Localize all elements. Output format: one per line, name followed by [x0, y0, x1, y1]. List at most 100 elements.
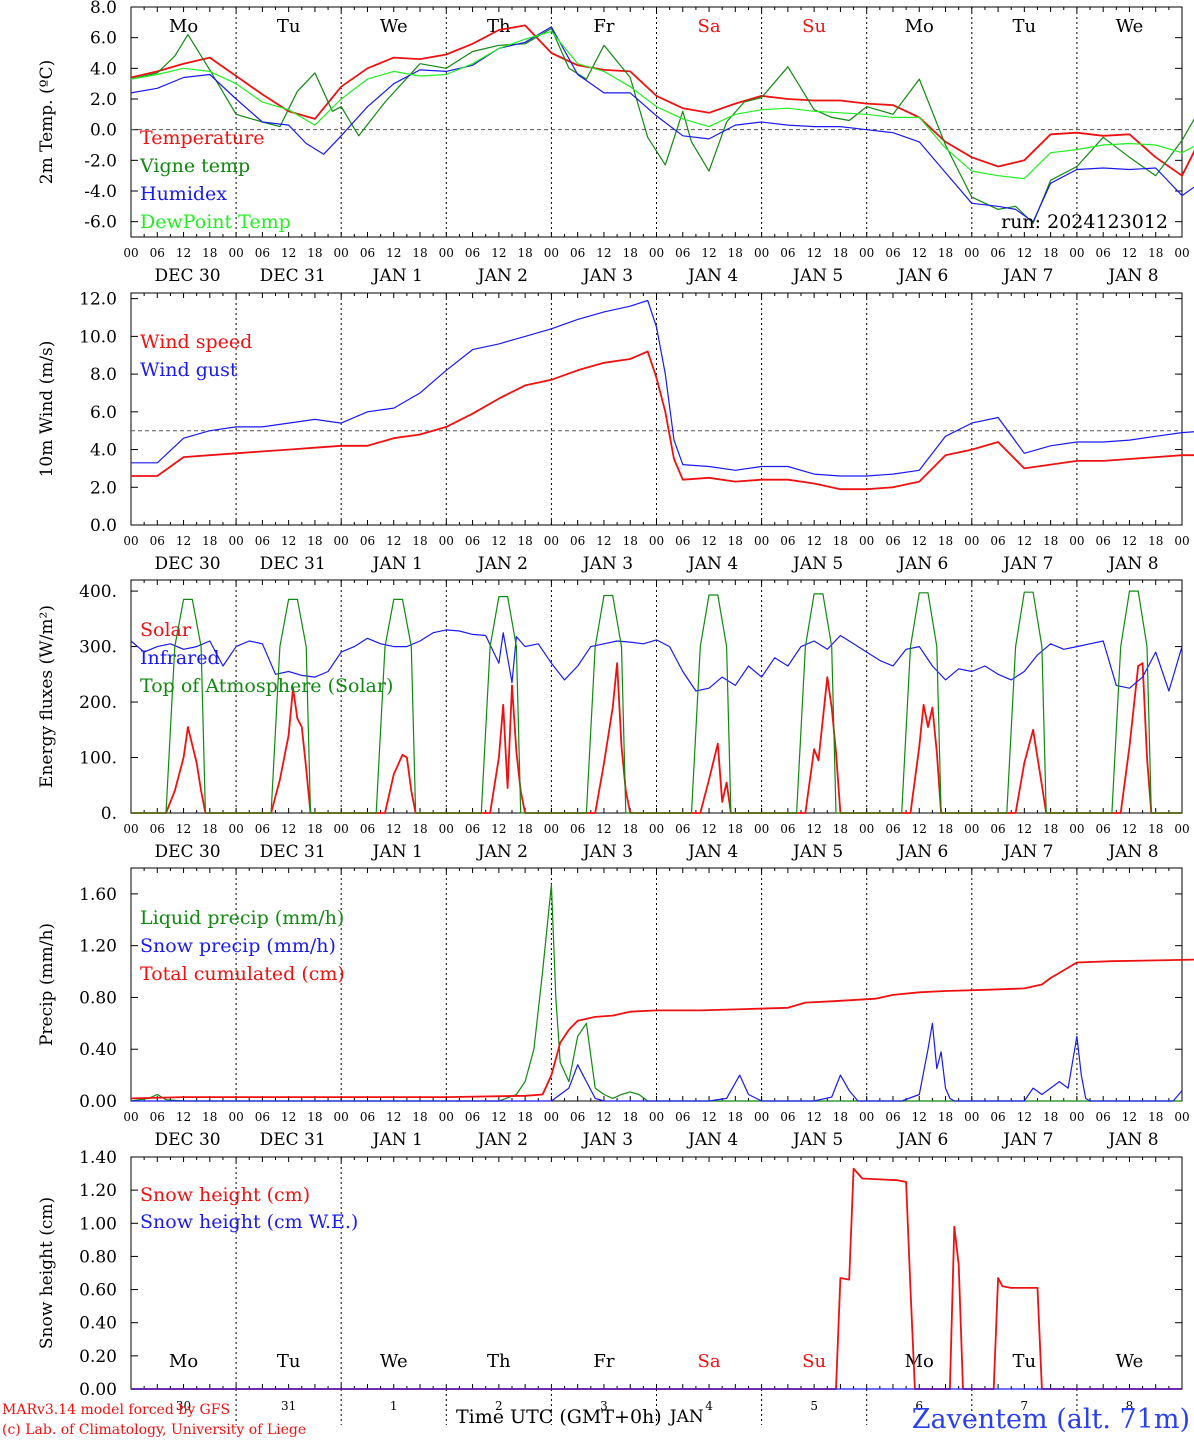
day-label: JAN 8 [1106, 266, 1158, 286]
hour-tick-label: 18 [728, 246, 743, 260]
legend-entry: Total cumulated (cm) [140, 963, 345, 985]
series-line-3 [131, 590, 1182, 814]
hour-tick-label: 06 [360, 822, 375, 836]
hour-tick-label: 12 [386, 822, 401, 836]
hour-tick-label: 00 [544, 822, 559, 836]
hour-tick-label: 12 [491, 534, 506, 548]
day-label: JAN 2 [476, 554, 528, 574]
hour-tick-label: 06 [990, 822, 1005, 836]
y-tick-label: 0.00 [79, 1380, 117, 1400]
series-line-4 [130, 30, 1194, 180]
time-axis-label: Time UTC (GMT+0h) [456, 1406, 662, 1428]
hour-tick-label: 06 [255, 246, 270, 260]
day-label: JAN 5 [791, 1130, 843, 1150]
hour-tick-label: 12 [491, 1110, 506, 1124]
day-number-label: 6 [915, 1399, 923, 1413]
hour-tick-label: 12 [912, 246, 927, 260]
station-name: Zaventem (alt. 71m) [912, 1404, 1190, 1435]
hour-tick-label: 18 [412, 1110, 427, 1124]
hour-tick-label: 12 [281, 534, 296, 548]
weekday-label: Mo [905, 16, 934, 37]
hour-tick-label: 00 [859, 822, 874, 836]
day-label: DEC 30 [155, 266, 221, 286]
y-tick-label: 6.0 [90, 403, 117, 423]
y-tick-label: 2.0 [90, 478, 117, 498]
hour-tick-label: 00 [649, 1110, 664, 1124]
hour-tick-label: 00 [123, 1110, 138, 1124]
y-tick-label: 8.0 [90, 365, 117, 385]
y-tick-label: 12.0 [79, 290, 117, 310]
day-label: JAN 3 [581, 1130, 633, 1150]
y-tick-label: 400. [79, 582, 117, 602]
hour-tick-label: 18 [1148, 822, 1163, 836]
hour-tick-label: 00 [228, 822, 243, 836]
y-tick-label: 0.40 [79, 1040, 117, 1060]
series-line-1 [131, 350, 1194, 491]
y-tick-label: 0. [101, 804, 117, 824]
hour-tick-label: 12 [807, 534, 822, 548]
hour-tick-label: 00 [1174, 246, 1189, 260]
weekday-label: Mo [169, 1351, 198, 1372]
y-tick-label: 1.20 [79, 1181, 117, 1201]
day-label: JAN 4 [686, 1130, 738, 1150]
hour-tick-label: 06 [570, 534, 585, 548]
hour-tick-label: 06 [150, 534, 165, 548]
day-label: JAN 8 [1106, 842, 1158, 862]
series-line-2 [130, 629, 1183, 692]
hour-tick-label: 00 [123, 822, 138, 836]
legend-entry: Wind gust [140, 359, 238, 381]
hour-tick-label: 12 [1017, 246, 1032, 260]
hour-tick-label: 06 [990, 534, 1005, 548]
day-label: JAN 3 [581, 842, 633, 862]
hour-tick-label: 06 [150, 822, 165, 836]
hour-tick-label: 06 [465, 822, 480, 836]
hour-tick-label: 00 [859, 246, 874, 260]
hour-tick-label: 12 [386, 1110, 401, 1124]
hour-tick-label: 06 [465, 246, 480, 260]
y-tick-label: 4.0 [90, 59, 117, 79]
hour-tick-label: 12 [807, 246, 822, 260]
hour-tick-label: 18 [307, 822, 322, 836]
hour-tick-label: 18 [202, 822, 217, 836]
day-label: JAN 7 [1001, 842, 1053, 862]
weekday-label: Th [487, 1351, 511, 1372]
y-tick-label: -2.0 [84, 151, 117, 171]
hour-tick-label: 00 [649, 534, 664, 548]
day-label: JAN 5 [791, 554, 843, 574]
hour-tick-label: 18 [307, 1110, 322, 1124]
series-line-2 [130, 27, 1194, 224]
hour-tick-label: 06 [255, 1110, 270, 1124]
y-tick-label: -6.0 [84, 213, 117, 233]
day-label: JAN 1 [371, 554, 423, 574]
weekday-label: We [1116, 16, 1144, 37]
hour-tick-label: 06 [885, 822, 900, 836]
hour-tick-label: 12 [176, 1110, 191, 1124]
day-number-label: 4 [705, 1399, 713, 1413]
hour-tick-label: 18 [833, 822, 848, 836]
day-label: DEC 31 [260, 554, 326, 574]
hour-tick-label: 12 [701, 822, 716, 836]
weekday-label: Fr [593, 16, 614, 37]
hour-tick-label: 12 [1017, 822, 1032, 836]
hour-tick-label: 18 [1148, 534, 1163, 548]
weekday-label: Sa [698, 16, 721, 37]
legend-entry: Snow height (cm W.E.) [140, 1211, 358, 1233]
day-label: DEC 30 [155, 554, 221, 574]
series-line-3 [130, 26, 1194, 223]
hour-tick-label: 00 [859, 1110, 874, 1124]
hour-tick-label: 06 [885, 246, 900, 260]
legend-entry: Infrared [140, 647, 220, 669]
y-axis-label: Precip (mm/h) [37, 923, 57, 1046]
legend-entry: Liquid precip (mm/h) [140, 907, 344, 929]
hour-tick-label: 18 [728, 1110, 743, 1124]
weekday-label: Su [802, 16, 826, 37]
legend-entry: Snow height (cm) [140, 1184, 310, 1206]
day-label: JAN 1 [371, 842, 423, 862]
hour-tick-label: 18 [1043, 1110, 1058, 1124]
hour-tick-label: 12 [596, 534, 611, 548]
weekday-label: Su [802, 1351, 826, 1372]
day-label: JAN 3 [581, 266, 633, 286]
hour-tick-label: 06 [360, 534, 375, 548]
hour-tick-label: 12 [281, 1110, 296, 1124]
hour-tick-label: 00 [1069, 1110, 1084, 1124]
